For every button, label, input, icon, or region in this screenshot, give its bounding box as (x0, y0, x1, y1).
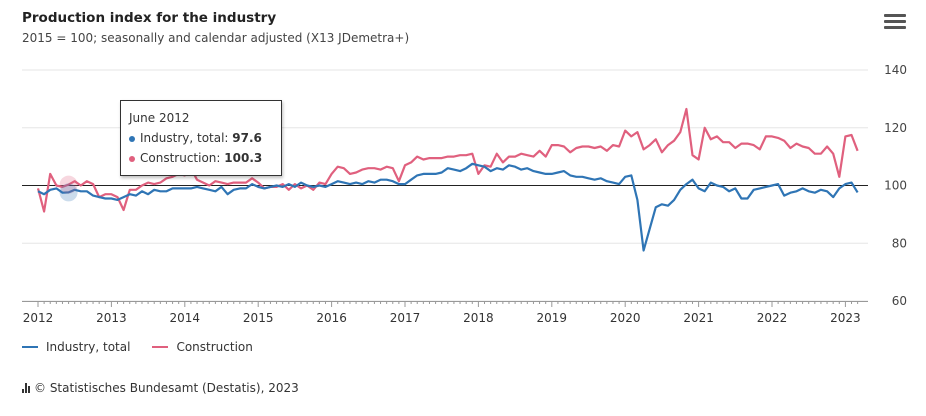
hover-halo-industry (59, 183, 78, 202)
legend-label-industry: Industry, total (46, 340, 131, 354)
credit-text: © Statistisches Bundesamt (Destatis), 20… (34, 381, 299, 395)
y-tick-label-140: 140 (884, 63, 907, 77)
x-tick-label-2019: 2019 (537, 311, 568, 325)
x-tick-label-2017: 2017 (390, 311, 421, 325)
x-tick-label-2016: 2016 (316, 311, 347, 325)
y-tick-label-60: 60 (892, 294, 907, 308)
chart-subtitle: 2015 = 100; seasonally and calendar adju… (22, 31, 410, 45)
tooltip-construction-label: Construction: (140, 151, 225, 165)
industry-dot-icon (129, 135, 135, 142)
chart-legend: Industry, total Construction (22, 340, 253, 354)
legend-swatch-construction (152, 346, 169, 348)
tooltip-construction-row: Construction: 100.3 (129, 148, 273, 168)
y-axis-labels: 60 80 100 120 140 (884, 63, 907, 308)
hamburger-menu-icon[interactable] (884, 14, 906, 32)
x-axis-ticks: 2012 2013 2014 2015 2016 2017 2018 2019 2020 2021… (23, 301, 861, 325)
source-credit: © Statistisches Bundesamt (Destatis), 20… (22, 381, 299, 395)
tooltip-industry-label: Industry, total: (140, 131, 233, 145)
x-tick-label-2013: 2013 (96, 311, 127, 325)
legend-item-construction[interactable]: Construction (152, 340, 253, 354)
x-tick-label-2014: 2014 (170, 311, 201, 325)
x-tick-label-2021: 2021 (683, 311, 714, 325)
y-tick-label-100: 100 (884, 179, 907, 193)
x-tick-label-2022: 2022 (757, 311, 788, 325)
destatis-logo-icon (22, 383, 30, 393)
industry-line[interactable] (37, 162, 859, 252)
x-tick-label-2023: 2023 (830, 311, 861, 325)
data-tooltip: June 2012 Industry, total: 97.6 Construc… (120, 100, 282, 176)
x-tick-label-2018: 2018 (463, 311, 494, 325)
legend-item-industry[interactable]: Industry, total (22, 340, 130, 354)
legend-swatch-industry (22, 346, 38, 348)
y-tick-label-120: 120 (884, 121, 907, 135)
construction-dot-icon (129, 155, 135, 162)
tooltip-industry-row: Industry, total: 97.6 (129, 128, 273, 148)
chart-title: Production index for the industry (22, 10, 277, 26)
hover-markers (59, 175, 78, 202)
tooltip-construction-value: 100.3 (224, 151, 263, 165)
legend-label-construction: Construction (176, 340, 253, 354)
y-tick-label-80: 80 (892, 236, 907, 250)
tooltip-industry-value: 97.6 (232, 131, 262, 145)
hover-halo-construction (59, 175, 78, 194)
x-tick-label-2012: 2012 (23, 311, 54, 325)
tooltip-date: June 2012 (129, 111, 190, 125)
x-tick-label-2015: 2015 (243, 311, 274, 325)
x-tick-label-2020: 2020 (610, 311, 641, 325)
